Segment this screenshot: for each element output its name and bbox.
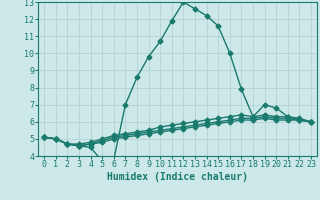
X-axis label: Humidex (Indice chaleur): Humidex (Indice chaleur) — [107, 172, 248, 182]
